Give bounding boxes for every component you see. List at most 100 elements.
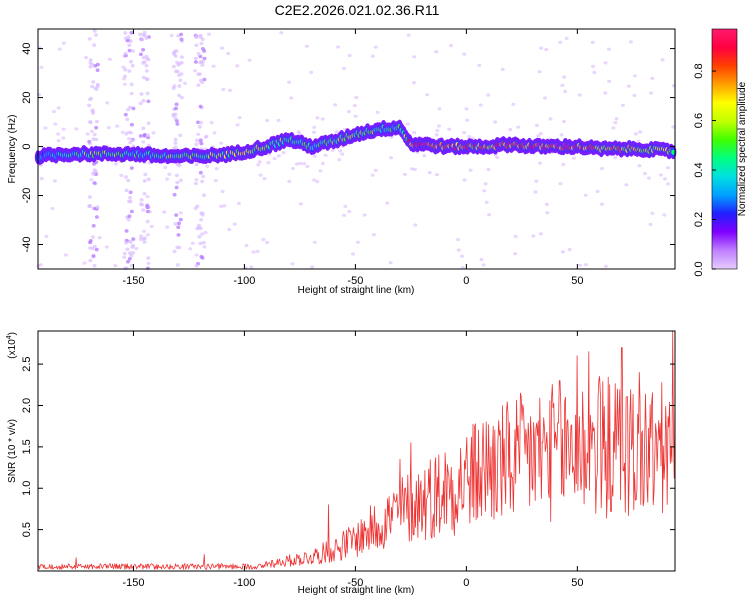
spectrogram-noise-column-cell <box>88 240 93 245</box>
spectrogram-noise-column-cell <box>200 60 205 64</box>
spectrogram-noise-cell <box>194 178 199 182</box>
spectrogram-noise-column-cell <box>175 245 180 250</box>
spectrogram-noise-column-cell <box>130 49 135 53</box>
spectrogram-noise-cell <box>620 103 625 107</box>
spectrogram-noise-cell <box>336 45 340 49</box>
spectrogram-noise-cell <box>662 213 667 217</box>
spectrogram-noise-cell <box>468 168 473 172</box>
spectrogram-noise-column-cell <box>122 251 127 256</box>
spectrogram-noise-cell <box>632 93 637 97</box>
spectrogram-noise-cell <box>194 253 199 257</box>
spectrogram-noise-cell <box>354 95 359 100</box>
spectrogram-noise-column-cell <box>92 244 97 249</box>
spectrogram-noise-cell <box>122 82 127 86</box>
spectrogram-noise-cell <box>256 163 261 167</box>
spectrogram-noise-column-cell <box>138 52 143 57</box>
spectrogram-noise-cell <box>323 153 328 157</box>
spectrogram-noise-column-cell <box>139 92 144 96</box>
spectrogram-noise-cell <box>279 31 284 35</box>
spectrogram-noise-column-cell <box>176 225 181 229</box>
spectrogram-noise-cell <box>659 173 663 177</box>
spectrogram-noise-column-cell <box>129 209 134 214</box>
spectrogram-noise-column-cell <box>174 213 179 217</box>
spectrogram-noise-cell <box>151 131 156 135</box>
spectrogram-noise-cell <box>613 121 618 125</box>
spectrogram-noise-column-cell <box>175 162 180 167</box>
spectrogram-noise-cell <box>44 234 49 238</box>
spectrogram-noise-column-cell <box>145 209 150 214</box>
spectrogram-noise-cell <box>481 263 486 267</box>
spectrogram-noise-column-cell <box>202 193 207 197</box>
snr-y-tick-label: 1.5 <box>21 439 33 454</box>
spectrogram-noise-cell <box>648 222 653 227</box>
spectrogram-noise-column-cell <box>127 48 132 53</box>
colorbar-ticks: 0.0 0.2 0.4 0.6 0.8 <box>693 63 716 277</box>
spectrogram-noise-cell <box>276 118 281 122</box>
spectrogram-noise-cell <box>188 247 193 251</box>
spectrogram-noise-column-cell <box>138 32 143 37</box>
spectrogram-noise-cell <box>373 45 378 49</box>
spectrogram-noise-cell <box>227 228 232 232</box>
spectrogram-noise-cell <box>537 161 542 165</box>
snr-y-ticks: 0.5 1.0 1.5 2.0 2.5 <box>21 356 675 537</box>
spectrogram-noise-column-cell <box>179 95 184 100</box>
spectrogram-noise-cell <box>385 201 390 205</box>
spectrogram-noise-column-cell <box>198 78 203 83</box>
spectrogram-noise-column-cell <box>88 65 93 69</box>
spectrogram-noise-column-cell <box>95 205 100 209</box>
spectrogram-noise-column-cell <box>174 185 179 190</box>
spectrogram-noise-cell <box>560 250 565 254</box>
spectrogram-noise-column-cell <box>94 215 99 219</box>
snr-scale-base: (x10 <box>7 339 18 359</box>
spectrogram-noise-column-cell <box>175 263 180 267</box>
spectrogram-noise-cell <box>104 245 109 249</box>
spectrogram-noise-cell <box>558 182 563 186</box>
spectrogram-noise-cell <box>425 93 430 97</box>
spectrogram-noise-column-cell <box>198 33 203 38</box>
spectrogram-noise-cell <box>244 243 249 248</box>
spectrogram-noise-column-cell <box>124 188 129 193</box>
spectrogram-noise-cell <box>38 263 43 267</box>
spectrogram-noise-cell <box>196 132 201 136</box>
spectrogram-noise-column-cell <box>196 52 201 56</box>
spectrogram-noise-cell <box>435 128 440 133</box>
spectrogram-noise-column-cell <box>142 134 147 138</box>
spectrogram-noise-column-cell <box>143 172 148 177</box>
spectrogram-noise-column-cell <box>94 119 99 124</box>
spectrogram-noise-column-cell <box>138 134 143 138</box>
spectrogram-noise-column-cell <box>92 162 97 166</box>
spectrogram-noise-column-cell <box>123 31 128 35</box>
spectrogram-noise-cell <box>261 238 266 242</box>
spectrogram-noise-column-cell <box>123 112 128 117</box>
spectrogram-noise-column-cell <box>87 103 92 108</box>
spectrogram-noise-cell <box>537 70 542 74</box>
spectrogram-noise-column-cell <box>198 104 203 109</box>
spectrogram-noise-cell <box>583 193 588 197</box>
spectrogram-noise-cell <box>562 75 567 79</box>
spectrogram-noise-cell <box>74 127 79 131</box>
spectrogram-noise-column-cell <box>200 232 205 236</box>
spectrogram-noise-cell <box>413 223 418 227</box>
spectrogram-noise-column-cell <box>130 64 135 68</box>
spectrogram-noise-column-cell <box>179 32 184 37</box>
spectrogram-noise-cell <box>309 70 314 74</box>
spectrogram-noise-cell <box>513 252 518 256</box>
spectrogram-noise-cell <box>169 33 174 38</box>
spectrogram-noise-cell <box>583 263 588 267</box>
spectrogram-noise-cell <box>281 151 286 155</box>
spectrogram-noise-column-cell <box>195 204 200 209</box>
spectrogram-noise-cell <box>134 247 139 251</box>
spectrogram-noise-cell <box>203 231 208 235</box>
spectrogram-noise-column-cell <box>177 93 181 98</box>
spectrogram-noise-cell <box>247 58 252 62</box>
spectrogram-x-label: Height of straight line (km) <box>298 285 415 296</box>
spectrogram-noise-cell <box>613 156 618 160</box>
spectrogram-noise-column-cell <box>198 170 203 175</box>
colorbar-tick-label: 0.0 <box>693 261 705 276</box>
spectrogram-noise-column-cell <box>194 34 199 39</box>
spectrogram-noise-column-cell <box>175 122 180 126</box>
spectrogram-noise-column-cell <box>193 60 198 64</box>
spectrogram-y-label: Frequency (Hz) <box>7 115 18 184</box>
spectrogram-noise-column-cell <box>197 125 202 129</box>
